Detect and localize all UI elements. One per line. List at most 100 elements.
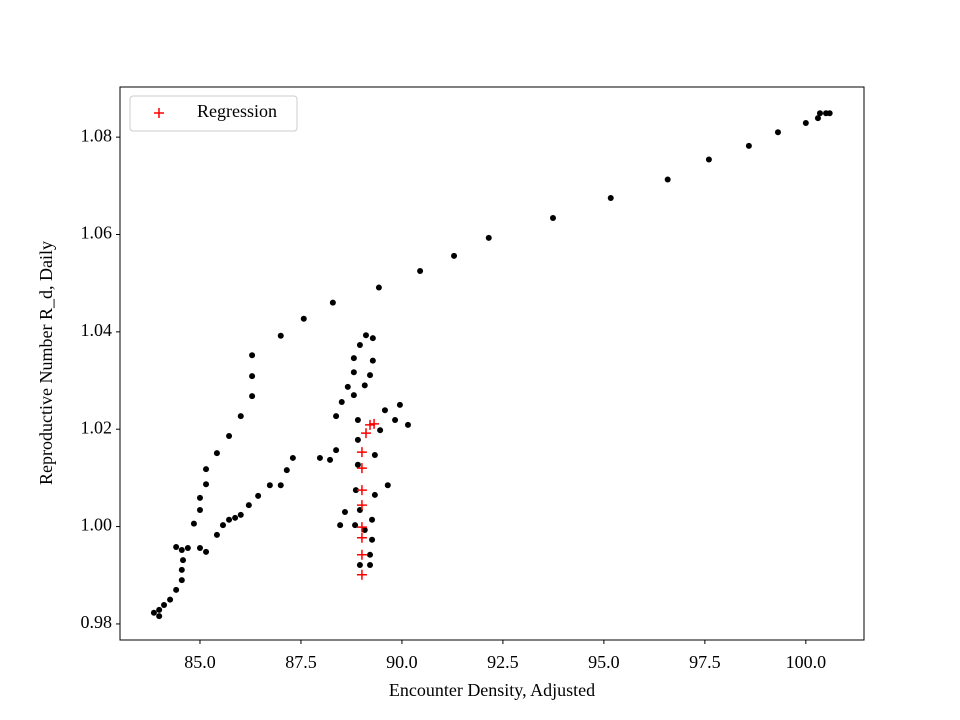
y-tick-label: 1.02: [81, 417, 113, 437]
point: [167, 596, 174, 603]
point: [237, 511, 244, 518]
point: [417, 268, 424, 275]
point: [249, 393, 256, 400]
point: [354, 436, 361, 443]
x-tick-label: 85.0: [184, 652, 216, 672]
point: [219, 522, 226, 529]
point: [377, 427, 384, 434]
x-tick-label: 92.5: [487, 652, 519, 672]
point: [190, 520, 197, 527]
series: [150, 110, 833, 620]
point: [664, 176, 671, 183]
point: [356, 562, 363, 569]
point: [745, 142, 752, 149]
legend-marker: [154, 108, 164, 118]
point: [196, 544, 203, 551]
y-tick-label: 1.04: [81, 320, 113, 340]
point: [213, 450, 220, 457]
point: [361, 526, 368, 533]
point: [333, 447, 340, 454]
point: [354, 461, 361, 468]
point: [178, 566, 185, 573]
point: [354, 416, 361, 423]
point: [237, 413, 244, 420]
x-tick-label: 87.5: [285, 652, 317, 672]
point: [277, 332, 284, 339]
point: [802, 120, 809, 127]
point: [196, 507, 203, 514]
point: [180, 557, 187, 564]
x-tick-label: 95.0: [588, 652, 620, 672]
point: [226, 433, 233, 440]
point: [249, 352, 256, 359]
point: [774, 129, 781, 136]
point: [337, 522, 344, 529]
point: [396, 401, 403, 408]
point: [178, 577, 185, 584]
point: [356, 549, 367, 560]
point: [350, 355, 357, 362]
point: [203, 466, 210, 473]
point: [277, 482, 284, 489]
x-tick-label: 97.5: [689, 652, 721, 672]
point: [329, 299, 336, 306]
point: [356, 342, 363, 349]
point: [150, 609, 157, 616]
point: [156, 613, 163, 620]
point: [156, 606, 163, 613]
point: [451, 252, 458, 259]
point: [245, 502, 252, 509]
point: [350, 369, 357, 376]
x-tick-label: 100.0: [786, 652, 827, 672]
point: [161, 601, 168, 608]
y-tick-label: 0.98: [81, 612, 113, 632]
legend-box: [129, 95, 298, 132]
point: [814, 115, 821, 122]
point: [367, 551, 374, 558]
point: [384, 482, 391, 489]
point: [371, 491, 378, 498]
legend-label: Regression: [197, 101, 277, 121]
point: [333, 413, 340, 420]
point: [213, 531, 220, 538]
point: [300, 315, 307, 322]
point: [173, 586, 180, 593]
point: [196, 494, 203, 501]
point: [705, 156, 712, 163]
point: [485, 234, 492, 241]
point: [344, 383, 351, 390]
point: [356, 569, 367, 580]
point: [255, 492, 262, 499]
point: [369, 516, 376, 523]
point: [356, 485, 367, 496]
point: [327, 456, 334, 463]
point: [375, 284, 382, 291]
point: [289, 454, 296, 461]
point: [356, 522, 367, 533]
y-tick-label: 1.00: [81, 515, 113, 535]
x-axis-label: Encounter Density, Adjusted: [389, 680, 595, 700]
point: [356, 447, 367, 458]
point: [338, 398, 345, 405]
point: [356, 532, 367, 543]
point: [369, 536, 376, 543]
point: [356, 463, 367, 474]
point: [369, 335, 376, 342]
point: [356, 500, 367, 511]
point: [362, 332, 369, 339]
point: [549, 214, 556, 221]
series: [356, 418, 380, 580]
point: [823, 110, 830, 117]
point: [392, 416, 399, 423]
point: [178, 546, 185, 553]
point: [316, 454, 323, 461]
point: [360, 428, 371, 439]
point: [369, 418, 380, 429]
point: [184, 544, 191, 551]
point: [367, 372, 374, 379]
point: [249, 373, 256, 380]
plot-frame: [119, 86, 865, 641]
point: [367, 562, 374, 569]
point: [203, 548, 210, 555]
